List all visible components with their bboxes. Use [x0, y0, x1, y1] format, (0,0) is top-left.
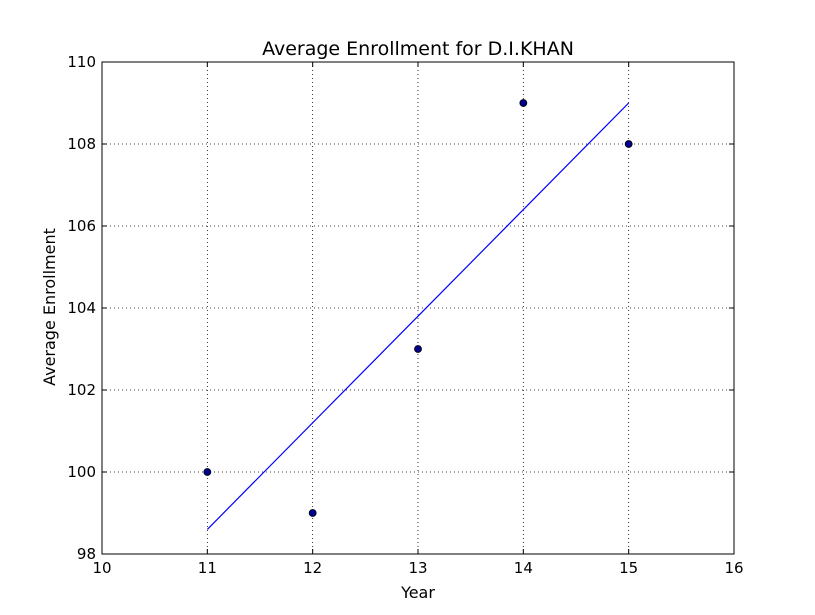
scatter-point	[414, 345, 422, 353]
x-tick-label: 15	[619, 559, 638, 577]
y-tick-label: 110	[67, 53, 96, 71]
grid	[102, 62, 734, 554]
x-tick-label: 13	[408, 559, 427, 577]
trend-line	[206, 102, 630, 530]
y-tick-label: 106	[67, 217, 96, 235]
chart-title: Average Enrollment for D.I.KHAN	[262, 38, 574, 60]
scatter-point	[519, 99, 528, 107]
scatter-point	[203, 468, 212, 476]
x-axis-label: Year	[400, 583, 435, 602]
x-tick-label: 10	[92, 559, 111, 577]
scatter-point	[308, 509, 317, 517]
y-tick-label: 98	[77, 545, 96, 563]
x-tick-label: 11	[198, 559, 217, 577]
y-tick-label: 104	[67, 299, 96, 317]
x-tick-label: 16	[724, 559, 743, 577]
tick-labels: 10 11 12 13 14 15 16 98 100 102 104 106 108 110	[67, 53, 743, 577]
y-axis-label: Average Enrollment	[40, 228, 59, 386]
y-tick-label: 108	[67, 135, 96, 153]
x-tick-label: 12	[303, 559, 322, 577]
series	[203, 99, 633, 530]
x-tick-label: 14	[514, 559, 533, 577]
scatter-point	[624, 140, 633, 148]
y-tick-label: 102	[67, 381, 96, 399]
plot-frame	[101, 61, 735, 555]
y-tick-label: 100	[67, 463, 96, 481]
